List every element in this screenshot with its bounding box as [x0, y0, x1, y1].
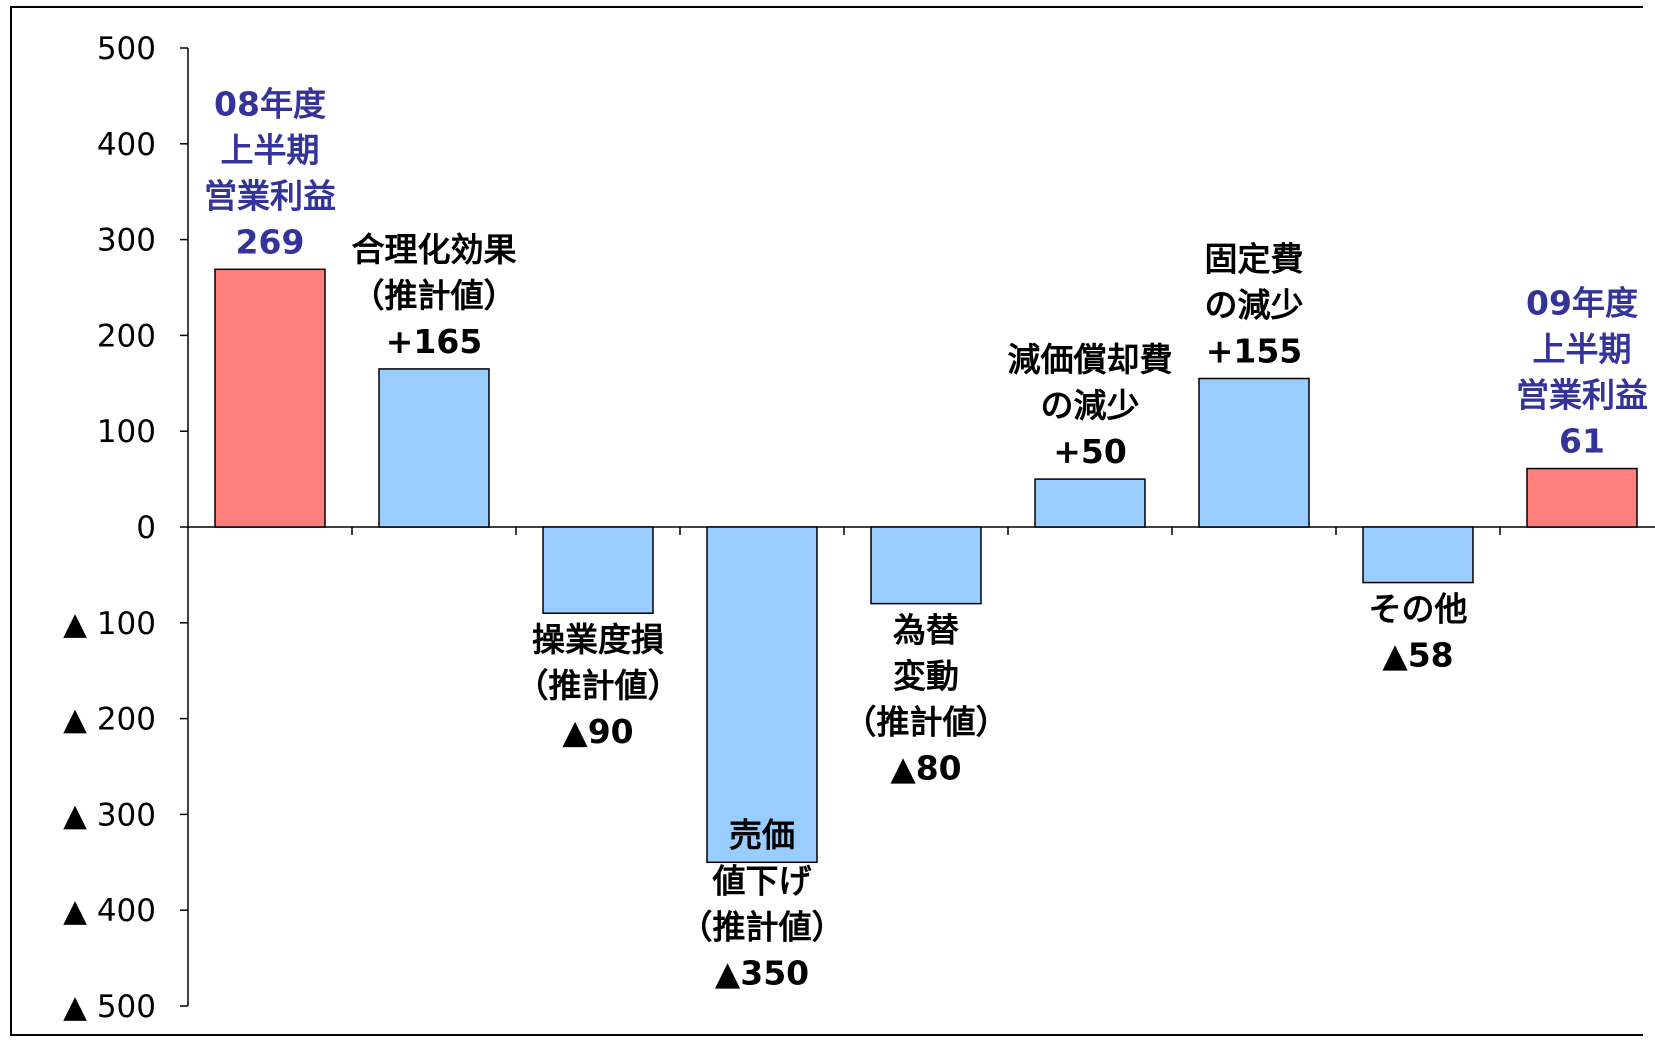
bar-4: [706, 526, 818, 864]
bar-label-7: 固定費の減少+155: [1205, 240, 1304, 371]
y-tick-label: 500: [97, 31, 156, 67]
y-tick-label: ▲ 500: [63, 989, 156, 1025]
y-tick-label: ▲ 100: [63, 606, 156, 642]
y-tick-label: 300: [97, 223, 156, 259]
y-tick-label: 100: [97, 414, 156, 450]
bar-6: [1034, 478, 1146, 528]
bar-label-3: 操業度損（推計値）▲90: [516, 620, 681, 751]
y-tick-label: ▲ 200: [63, 702, 156, 738]
bar-label-9: 09年度上半期営業利益 61: [1516, 284, 1648, 461]
bar-label-1: 08年度上半期営業利益 269: [204, 84, 336, 261]
bar-label-4: 売価値下げ（推計値）▲350: [680, 815, 845, 992]
bar-3: [542, 526, 654, 614]
bar-1: [214, 268, 326, 528]
bar-7: [1198, 377, 1310, 528]
bar-label-5: 為替変動（推計値）▲80: [844, 611, 1009, 788]
bar-label-8: その他▲58: [1369, 590, 1468, 675]
y-tick-label: ▲ 300: [63, 797, 156, 833]
bar-8: [1362, 526, 1474, 584]
bar-label-2: 合理化効果（推計値）+165: [352, 230, 517, 361]
y-tick-label: 400: [97, 127, 156, 163]
bar-5: [870, 526, 982, 605]
y-tick-label: 0: [136, 510, 156, 546]
bar-2: [378, 368, 490, 528]
bar-9: [1526, 467, 1638, 528]
y-tick-label: ▲ 400: [63, 893, 156, 929]
bar-label-6: 減価償却費の減少+50: [1008, 340, 1173, 471]
y-tick-label: 200: [97, 318, 156, 354]
